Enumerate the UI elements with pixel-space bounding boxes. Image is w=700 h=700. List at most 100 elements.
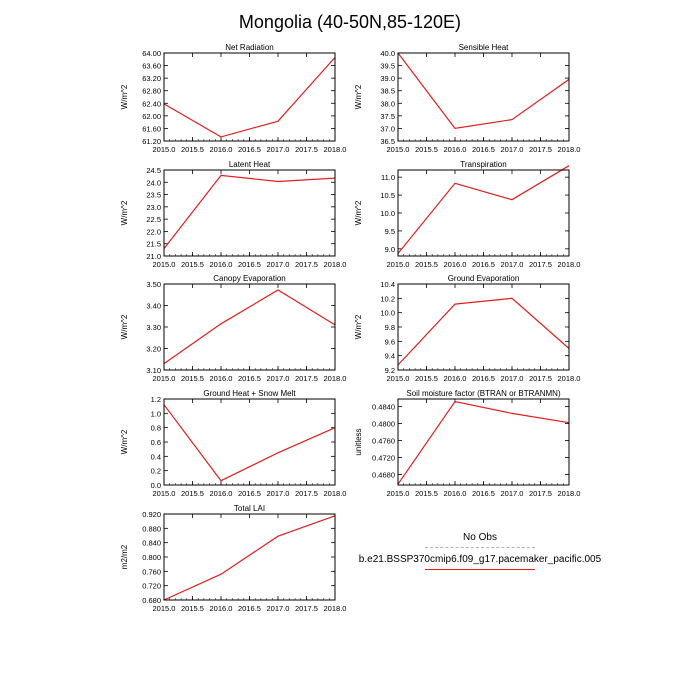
x-tick-label: 2018.0: [558, 260, 581, 269]
y-tick-label: 3.10: [146, 366, 161, 375]
x-tick-label: 2016.0: [210, 604, 233, 613]
y-tick-label: 0.2: [151, 467, 161, 476]
x-tick-label: 2016.5: [472, 145, 495, 154]
y-tick-label: 0.4760: [372, 437, 395, 446]
y-tick-label: 37.5: [380, 112, 395, 121]
chart-title: Soil moisture factor (BTRAN or BTRANMN): [406, 389, 561, 398]
plot-frame: [163, 513, 336, 601]
x-tick-label: 2015.5: [415, 489, 438, 498]
x-tick-label: 2015.0: [153, 489, 176, 498]
y-tick-label: 0.4680: [372, 470, 395, 479]
x-tick-label: 2015.0: [153, 260, 176, 269]
x-tick-label: 2017.5: [295, 374, 318, 383]
y-tick-label: 0.720: [142, 582, 161, 591]
series-line: [163, 57, 336, 138]
y-axis-label: W/m^2: [120, 200, 129, 225]
x-tick-label: 2015.5: [181, 260, 204, 269]
chart-panel-3: Latent Heat W/m^2 2015.0 2015.5 2016.0 2016.5…: [120, 160, 346, 269]
x-tick-label: 2018.0: [324, 374, 347, 383]
y-tick-label: 3.40: [146, 302, 161, 311]
y-tick-label: 1.2: [151, 395, 161, 404]
x-tick-label: 2015.5: [415, 374, 438, 383]
chart-title: Canopy Evaporation: [213, 274, 286, 283]
y-axis-label: W/m^2: [354, 84, 363, 109]
x-tick-label: 2015.0: [387, 489, 410, 498]
y-tick-label: 61.60: [142, 124, 161, 133]
y-tick-label: 0.840: [142, 539, 161, 548]
plot-frame: [397, 398, 570, 486]
y-tick-label: 21.0: [146, 252, 161, 261]
y-tick-label: 61.20: [142, 137, 161, 146]
chart-title: Transpiration: [460, 160, 506, 169]
x-tick-label: 2017.5: [295, 604, 318, 613]
y-tick-label: 0.8: [151, 424, 161, 433]
y-tick-label: 21.5: [146, 240, 161, 249]
y-tick-label: 24.0: [146, 178, 161, 187]
x-tick-label: 2016.0: [210, 145, 233, 154]
y-tick-label: 0.920: [142, 510, 161, 519]
y-tick-label: 40.0: [380, 49, 395, 58]
y-tick-label: 0.4840: [372, 403, 395, 412]
x-tick-label: 2017.0: [267, 145, 290, 154]
y-axis-label: W/m^2: [120, 314, 129, 339]
x-tick-label: 2018.0: [558, 374, 581, 383]
chart-panel-5: Canopy Evaporation W/m^2 2015.0 2015.5 2016.…: [120, 274, 346, 383]
y-axis-label: W/m^2: [120, 429, 129, 454]
x-tick-label: 2015.5: [181, 145, 204, 154]
y-tick-label: 0.0: [151, 481, 161, 490]
y-tick-label: 10.4: [380, 280, 395, 289]
y-axis-label: W/m^2: [120, 84, 129, 109]
plot-frame: [163, 283, 336, 371]
plot-frame: [397, 283, 570, 371]
y-tick-label: 9.5: [385, 227, 395, 236]
y-tick-label: 63.60: [142, 62, 161, 71]
y-tick-label: 23.5: [146, 191, 161, 200]
y-tick-label: 38.0: [380, 99, 395, 108]
plot-frame: [163, 398, 336, 486]
y-axis-label: unitless: [354, 428, 363, 455]
y-tick-label: 3.50: [146, 280, 161, 289]
y-axis-label: m2/m2: [120, 544, 129, 569]
x-tick-label: 2015.0: [387, 374, 410, 383]
chart-panel-7: Ground Heat + Snow Melt W/m^2 2015.0 2015.5…: [120, 389, 346, 498]
series-line: [397, 297, 570, 366]
x-tick-label: 2017.5: [295, 260, 318, 269]
chart-panel-2: Sensible Heat W/m^2 2015.0 2015.5 2016.0 2016…: [354, 43, 580, 154]
x-tick-label: 2017.0: [267, 489, 290, 498]
x-tick-label: 2016.5: [238, 374, 261, 383]
y-tick-label: 10.5: [380, 191, 395, 200]
y-tick-label: 62.00: [142, 112, 161, 121]
y-tick-label: 0.680: [142, 596, 161, 605]
y-tick-label: 0.4720: [372, 453, 395, 462]
x-tick-label: 2018.0: [324, 260, 347, 269]
x-tick-label: 2016.5: [238, 145, 261, 154]
x-tick-label: 2015.0: [153, 604, 176, 613]
x-tick-label: 2015.5: [415, 145, 438, 154]
x-tick-label: 2017.0: [501, 374, 524, 383]
x-tick-label: 2016.5: [238, 489, 261, 498]
figure-title: Mongolia (40-50N,85-120E): [239, 12, 461, 32]
series-line: [163, 174, 336, 249]
chart-title: Ground Heat + Snow Melt: [203, 389, 296, 398]
x-tick-label: 2015.0: [153, 374, 176, 383]
x-tick-label: 2017.0: [501, 260, 524, 269]
y-tick-label: 36.5: [380, 137, 395, 146]
x-tick-label: 2017.5: [295, 145, 318, 154]
y-tick-label: 0.4: [151, 452, 161, 461]
y-tick-label: 10.2: [380, 294, 395, 303]
x-tick-label: 2016.0: [444, 260, 467, 269]
series-line: [163, 404, 336, 482]
x-tick-label: 2016.0: [444, 374, 467, 383]
x-tick-label: 2018.0: [558, 489, 581, 498]
plot-frame: [397, 169, 570, 257]
y-tick-label: 23.0: [146, 203, 161, 212]
y-tick-label: 0.4800: [372, 420, 395, 429]
x-tick-label: 2015.5: [181, 489, 204, 498]
series-line: [397, 52, 570, 130]
y-tick-label: 0.800: [142, 553, 161, 562]
chart-title: Sensible Heat: [459, 43, 510, 52]
legend: No Obs b.e21.BSSP370cmip6.f09_g17.pacema…: [340, 532, 620, 576]
y-tick-label: 9.8: [385, 323, 395, 332]
y-tick-label: 62.80: [142, 87, 161, 96]
y-tick-label: 39.5: [380, 62, 395, 71]
